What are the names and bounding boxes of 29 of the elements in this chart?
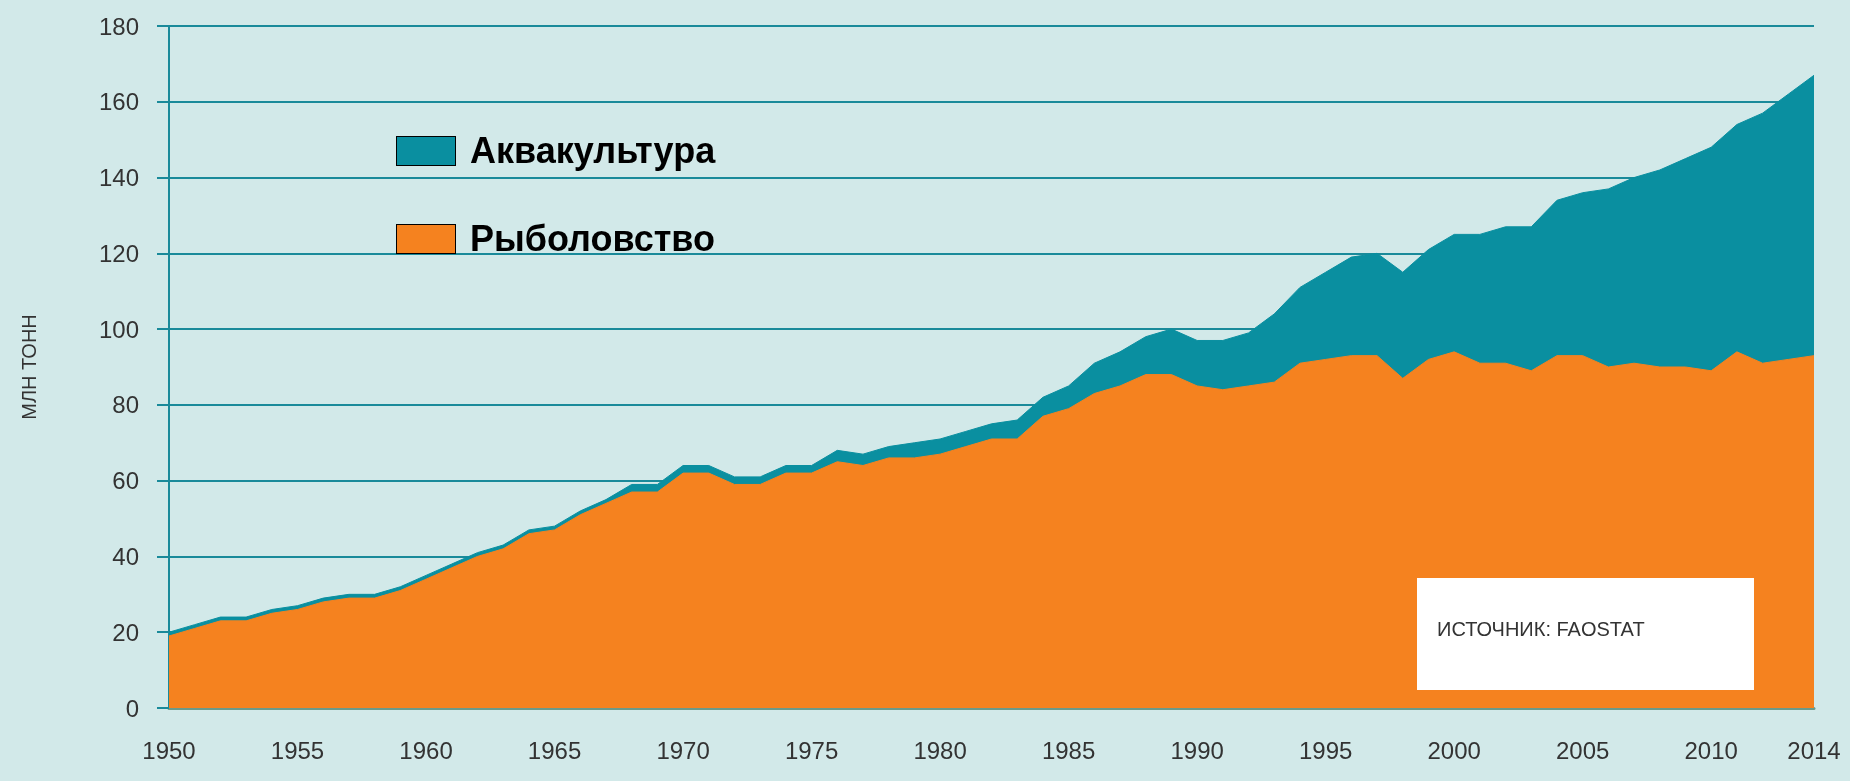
x-tick-label: 1990 xyxy=(1170,736,1224,764)
x-tick-label: 2005 xyxy=(1555,736,1610,764)
y-tick-label: 0 xyxy=(125,694,139,722)
y-tick-label: 120 xyxy=(98,239,139,267)
x-tick-label: 1970 xyxy=(656,736,710,764)
y-tick-label: 80 xyxy=(112,391,139,419)
x-tick-label: 1980 xyxy=(913,736,967,764)
annotation: ИСТОЧНИК: FAOSTAT xyxy=(1437,618,1646,641)
x-tick-label: 1950 xyxy=(142,736,196,764)
x-tick-label: 1965 xyxy=(527,736,582,764)
legend-label: Рыболовство xyxy=(470,218,716,260)
x-tick-label: 1960 xyxy=(399,736,453,764)
x-tick-label: 1955 xyxy=(270,736,325,764)
x-tick-label: 1995 xyxy=(1298,736,1353,764)
y-tick-label: 20 xyxy=(112,618,139,646)
y-tick-label: 160 xyxy=(98,88,139,116)
x-tick-label: 2000 xyxy=(1427,736,1481,764)
x-tick-label: 1985 xyxy=(1041,736,1096,764)
y-tick-label: 140 xyxy=(98,164,139,192)
x-tick-label: 2010 xyxy=(1684,736,1738,764)
y-axis-title: МЛН ТОНН xyxy=(18,314,40,420)
y-tick-label: 100 xyxy=(98,315,139,343)
source-box: ИСТОЧНИК: FAOSTAT xyxy=(1417,578,1754,690)
y-tick-label: 40 xyxy=(112,542,139,570)
x-tick-label: 1975 xyxy=(784,736,839,764)
legend-label: Аквакультура xyxy=(470,130,716,172)
y-tick-label: 60 xyxy=(112,467,139,495)
x-tick-label: 2014 xyxy=(1787,736,1841,764)
y-tick-label: 180 xyxy=(98,12,139,40)
